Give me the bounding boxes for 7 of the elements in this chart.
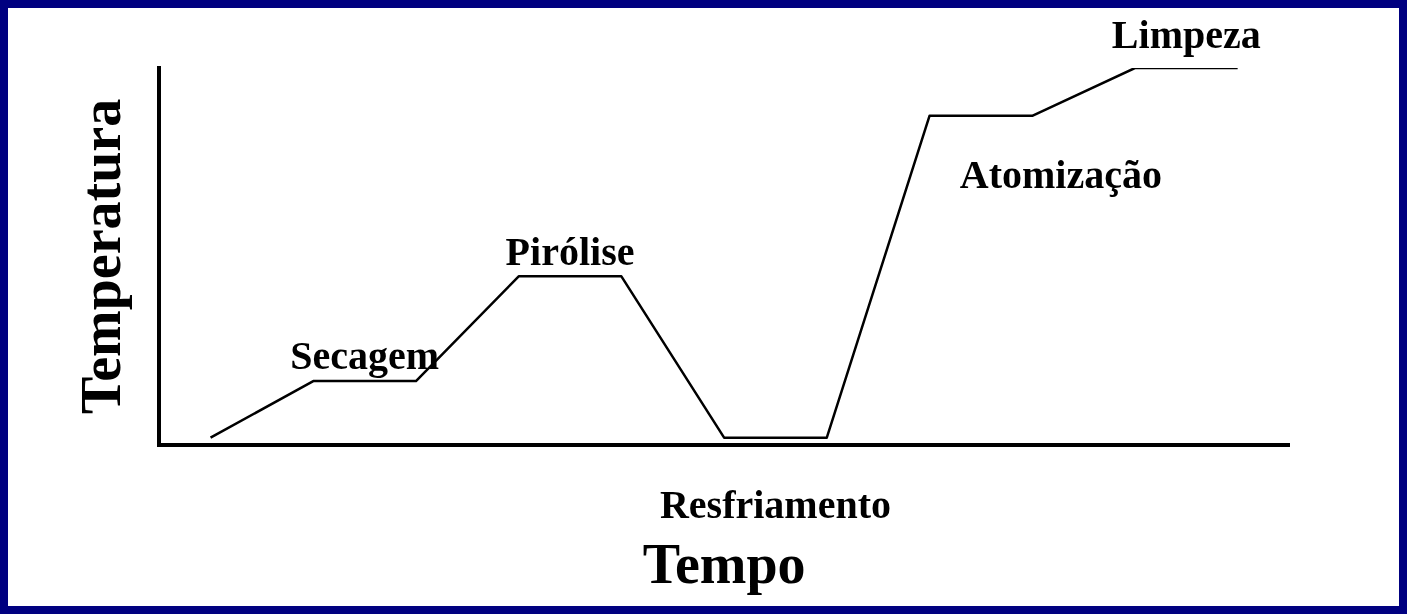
x-axis-title: Tempo	[642, 532, 806, 595]
annotation: Atomização	[959, 152, 1162, 198]
text: Limpeza	[1111, 12, 1261, 58]
annotation: Secagem	[290, 333, 440, 379]
annotation: Pirólise	[505, 228, 635, 274]
text: Resfriamento	[659, 481, 891, 527]
y-axis-title: Temperatura	[70, 98, 133, 415]
